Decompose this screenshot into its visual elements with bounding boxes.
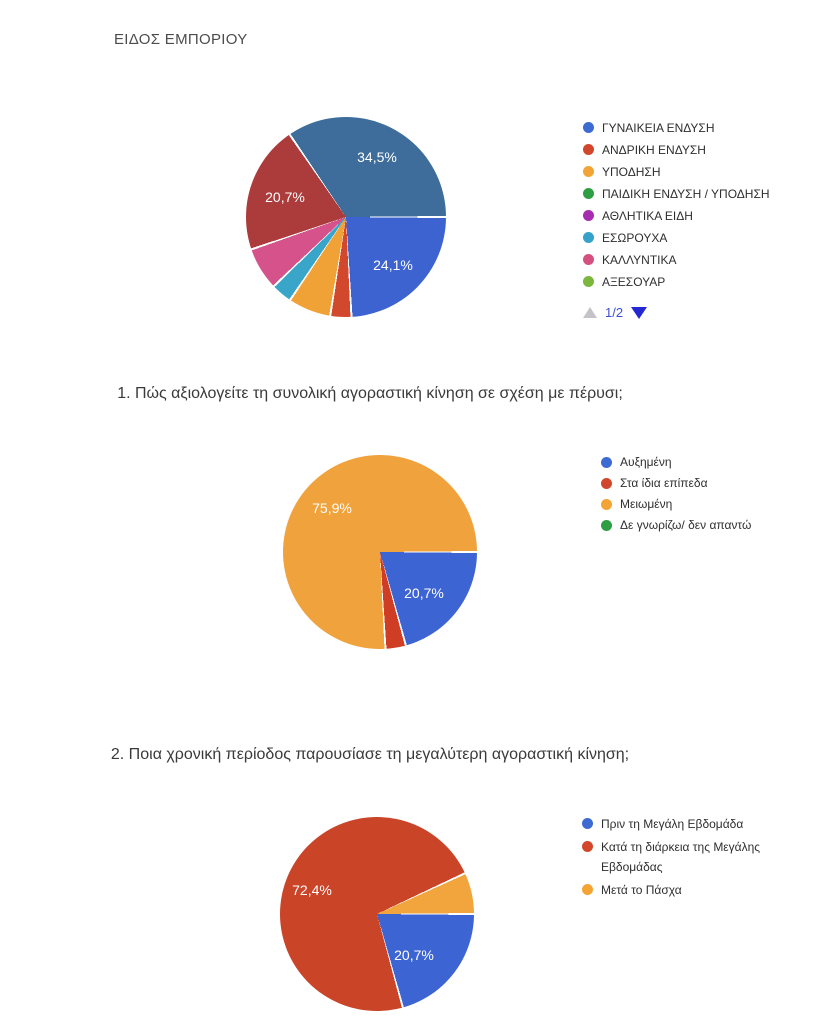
legend-item-label: ΑΝΔΡΙΚΗ ΕΝΔΥΣΗ — [602, 143, 706, 157]
pie-value-label: 75,9% — [312, 500, 352, 516]
question-1-title: 1. Πώς αξιολογείτε τη συνολική αγοραστικ… — [117, 385, 623, 402]
page-title: ΕΙΔΟΣ ΕΜΠΟΡΙΟΥ — [114, 31, 248, 48]
legend-color-dot — [601, 499, 612, 510]
legend-item-label: Μετά το Πάσχα — [601, 883, 682, 897]
pie-value-label: 20,7% — [404, 585, 444, 601]
legend-color-dot — [582, 818, 593, 829]
legend-item: Μετά το Πάσχα — [582, 880, 773, 900]
triangle-up-icon[interactable] — [583, 307, 597, 318]
legend-item-label: ΑΞΕΣΟΥΑΡ — [602, 275, 666, 289]
pie-value-label: 20,7% — [265, 189, 305, 205]
question-1-legend: Αυξημένη Στα ίδια επίπεδα Μειωμένη Δε γν… — [601, 452, 751, 536]
legend-item: Πριν τη Μεγάλη Εβδομάδα — [582, 814, 773, 834]
legend-item: Κατά τη διάρκεια της Μεγάλης Εβδομάδας — [582, 837, 773, 877]
legend-page-indicator: 1/2 — [605, 305, 624, 320]
legend-item-label: ΠΑΙΔΙΚΗ ΕΝΔΥΣΗ / ΥΠΟΔΗΣΗ — [602, 187, 770, 201]
question-2-pie-chart[interactable]: 72,4% 20,7% — [280, 817, 474, 1011]
question-2-title: 2. Ποια χρονική περίοδος παρουσίασε τη μ… — [110, 746, 630, 763]
legend-item: ΚΑΛΛΥΝΤΙΚΑ — [583, 249, 770, 271]
legend-item: Μειωμένη — [601, 494, 751, 515]
legend-pagination: 1/2 — [583, 305, 648, 320]
legend-color-dot — [583, 144, 594, 155]
legend-color-dot — [583, 254, 594, 265]
question-2-legend: Πριν τη Μεγάλη Εβδομάδα Κατά τη διάρκεια… — [582, 814, 773, 903]
commerce-type-legend: ΓΥΝΑΙΚΕΙΑ ΕΝΔΥΣΗ ΑΝΔΡΙΚΗ ΕΝΔΥΣΗ ΥΠΟΔΗΣΗ … — [583, 117, 770, 293]
legend-item: ΑΘΛΗΤΙΚΑ ΕΙΔΗ — [583, 205, 770, 227]
legend-item-label: Πριν τη Μεγάλη Εβδομάδα — [601, 817, 744, 831]
legend-item-label: Δε γνωρίζω/ δεν απαντώ — [620, 518, 752, 532]
legend-item: ΓΥΝΑΙΚΕΙΑ ΕΝΔΥΣΗ — [583, 117, 770, 139]
legend-item-label: Αυξημένη — [620, 455, 672, 469]
legend-item: ΥΠΟΔΗΣΗ — [583, 161, 770, 183]
pie-value-label: 24,1% — [373, 257, 413, 273]
legend-item-label: Μειωμένη — [620, 497, 673, 511]
pie-value-label: 20,7% — [394, 947, 434, 963]
legend-item: ΠΑΙΔΙΚΗ ΕΝΔΥΣΗ / ΥΠΟΔΗΣΗ — [583, 183, 770, 205]
legend-color-dot — [583, 276, 594, 287]
triangle-down-icon[interactable] — [631, 306, 648, 319]
legend-item-label: Κατά τη διάρκεια της Μεγάλης Εβδομάδας — [601, 840, 761, 874]
legend-item-label: ΑΘΛΗΤΙΚΑ ΕΙΔΗ — [602, 209, 693, 223]
legend-color-dot — [582, 841, 593, 852]
pie-value-label: 72,4% — [292, 882, 332, 898]
pie-value-label: 34,5% — [357, 149, 397, 165]
legend-item-label: Στα ίδια επίπεδα — [620, 476, 708, 490]
legend-color-dot — [601, 457, 612, 468]
commerce-type-pie-chart[interactable]: 34,5% 20,7% 24,1% — [246, 117, 446, 317]
legend-color-dot — [583, 188, 594, 199]
legend-item: ΕΣΩΡΟΥΧΑ — [583, 227, 770, 249]
legend-color-dot — [583, 210, 594, 221]
legend-color-dot — [582, 884, 593, 895]
legend-item-label: ΓΥΝΑΙΚΕΙΑ ΕΝΔΥΣΗ — [602, 121, 715, 135]
legend-item: Αυξημένη — [601, 452, 751, 473]
legend-color-dot — [583, 232, 594, 243]
legend-item: Στα ίδια επίπεδα — [601, 473, 751, 494]
legend-item: Δε γνωρίζω/ δεν απαντώ — [601, 515, 751, 536]
legend-item-label: ΥΠΟΔΗΣΗ — [602, 165, 661, 179]
legend-item-label: ΚΑΛΛΥΝΤΙΚΑ — [602, 253, 677, 267]
legend-color-dot — [601, 478, 612, 489]
legend-item: ΑΞΕΣΟΥΑΡ — [583, 271, 770, 293]
legend-item: ΑΝΔΡΙΚΗ ΕΝΔΥΣΗ — [583, 139, 770, 161]
legend-color-dot — [583, 166, 594, 177]
legend-item-label: ΕΣΩΡΟΥΧΑ — [602, 231, 668, 245]
question-1-pie-chart[interactable]: 75,9% 20,7% — [283, 455, 477, 649]
legend-color-dot — [601, 520, 612, 531]
legend-color-dot — [583, 122, 594, 133]
